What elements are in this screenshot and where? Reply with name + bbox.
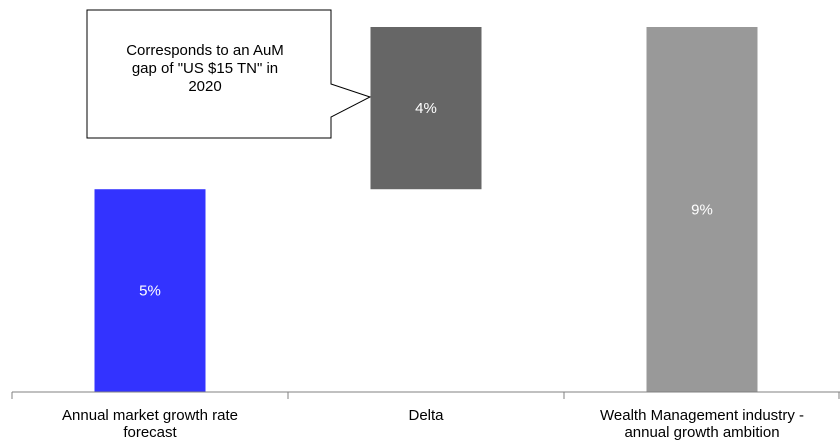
callout-text-line: 2020 [188,78,221,95]
x-axis-ticks [11,392,840,399]
x-axis [11,391,840,399]
category-label: Wealth Management industry -annual growt… [600,407,804,441]
bar-value-label: 5% [139,283,161,300]
category-label: Annual market growth rate forecast [62,407,238,441]
bar-value-label: 4% [415,100,437,117]
bars-group [94,27,758,392]
bar-3 [646,27,758,392]
bar-2 [370,27,482,190]
bar-1 [94,189,206,392]
category-labels-group: Annual market growth rate forecast Delta We… [62,407,804,441]
callout-box [86,9,372,139]
bar-value-label: 9% [691,202,713,219]
category-label: Delta [408,407,444,424]
callout-text-line: Corresponds to an AuM [126,42,284,59]
bar-labels-group: 5% 4% 9% [139,100,713,300]
callout-text-line: gap of "US $15 TN" in [132,60,278,77]
